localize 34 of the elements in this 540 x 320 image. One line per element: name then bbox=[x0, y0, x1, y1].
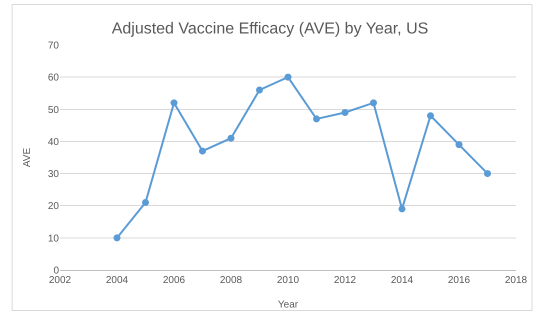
point bbox=[199, 148, 206, 155]
point bbox=[170, 99, 178, 106]
y-tick-label: 30 bbox=[48, 169, 60, 180]
x-tick-label: 2012 bbox=[334, 275, 357, 286]
point bbox=[142, 199, 149, 206]
x-tick-label: 2006 bbox=[162, 275, 186, 286]
x-tick-label: 2008 bbox=[220, 275, 243, 286]
x-tick-label: 2014 bbox=[390, 275, 414, 286]
point bbox=[370, 99, 377, 106]
point bbox=[228, 134, 234, 142]
y-tick-label: 10 bbox=[48, 233, 60, 244]
x-tick-label: 2018 bbox=[504, 275, 528, 286]
y-axis-title: AVE bbox=[22, 148, 33, 168]
point bbox=[398, 205, 406, 212]
x-axis-title: Year bbox=[278, 300, 299, 310]
point bbox=[456, 141, 462, 148]
y-tick-label: 40 bbox=[48, 136, 60, 148]
y-tick-label: 20 bbox=[48, 201, 60, 212]
chart-title: Adjusted Vaccine Efficacy (AVE) by Year, US bbox=[112, 20, 428, 38]
point bbox=[484, 170, 491, 178]
y-tick-label: 60 bbox=[48, 72, 60, 84]
x-tick-label: 2004 bbox=[106, 275, 129, 286]
point bbox=[256, 86, 263, 94]
y-tick-label: 50 bbox=[48, 104, 60, 116]
x-tick-label: 2016 bbox=[448, 275, 471, 286]
x-tick-label: 2010 bbox=[276, 275, 300, 286]
point bbox=[427, 112, 434, 120]
point bbox=[313, 115, 320, 122]
y-tick-label: 70 bbox=[48, 40, 60, 52]
x-tick-label: 2002 bbox=[48, 275, 72, 286]
point bbox=[342, 109, 348, 116]
y-tick-label: 0 bbox=[53, 266, 60, 276]
point bbox=[284, 74, 292, 81]
point bbox=[114, 234, 120, 242]
